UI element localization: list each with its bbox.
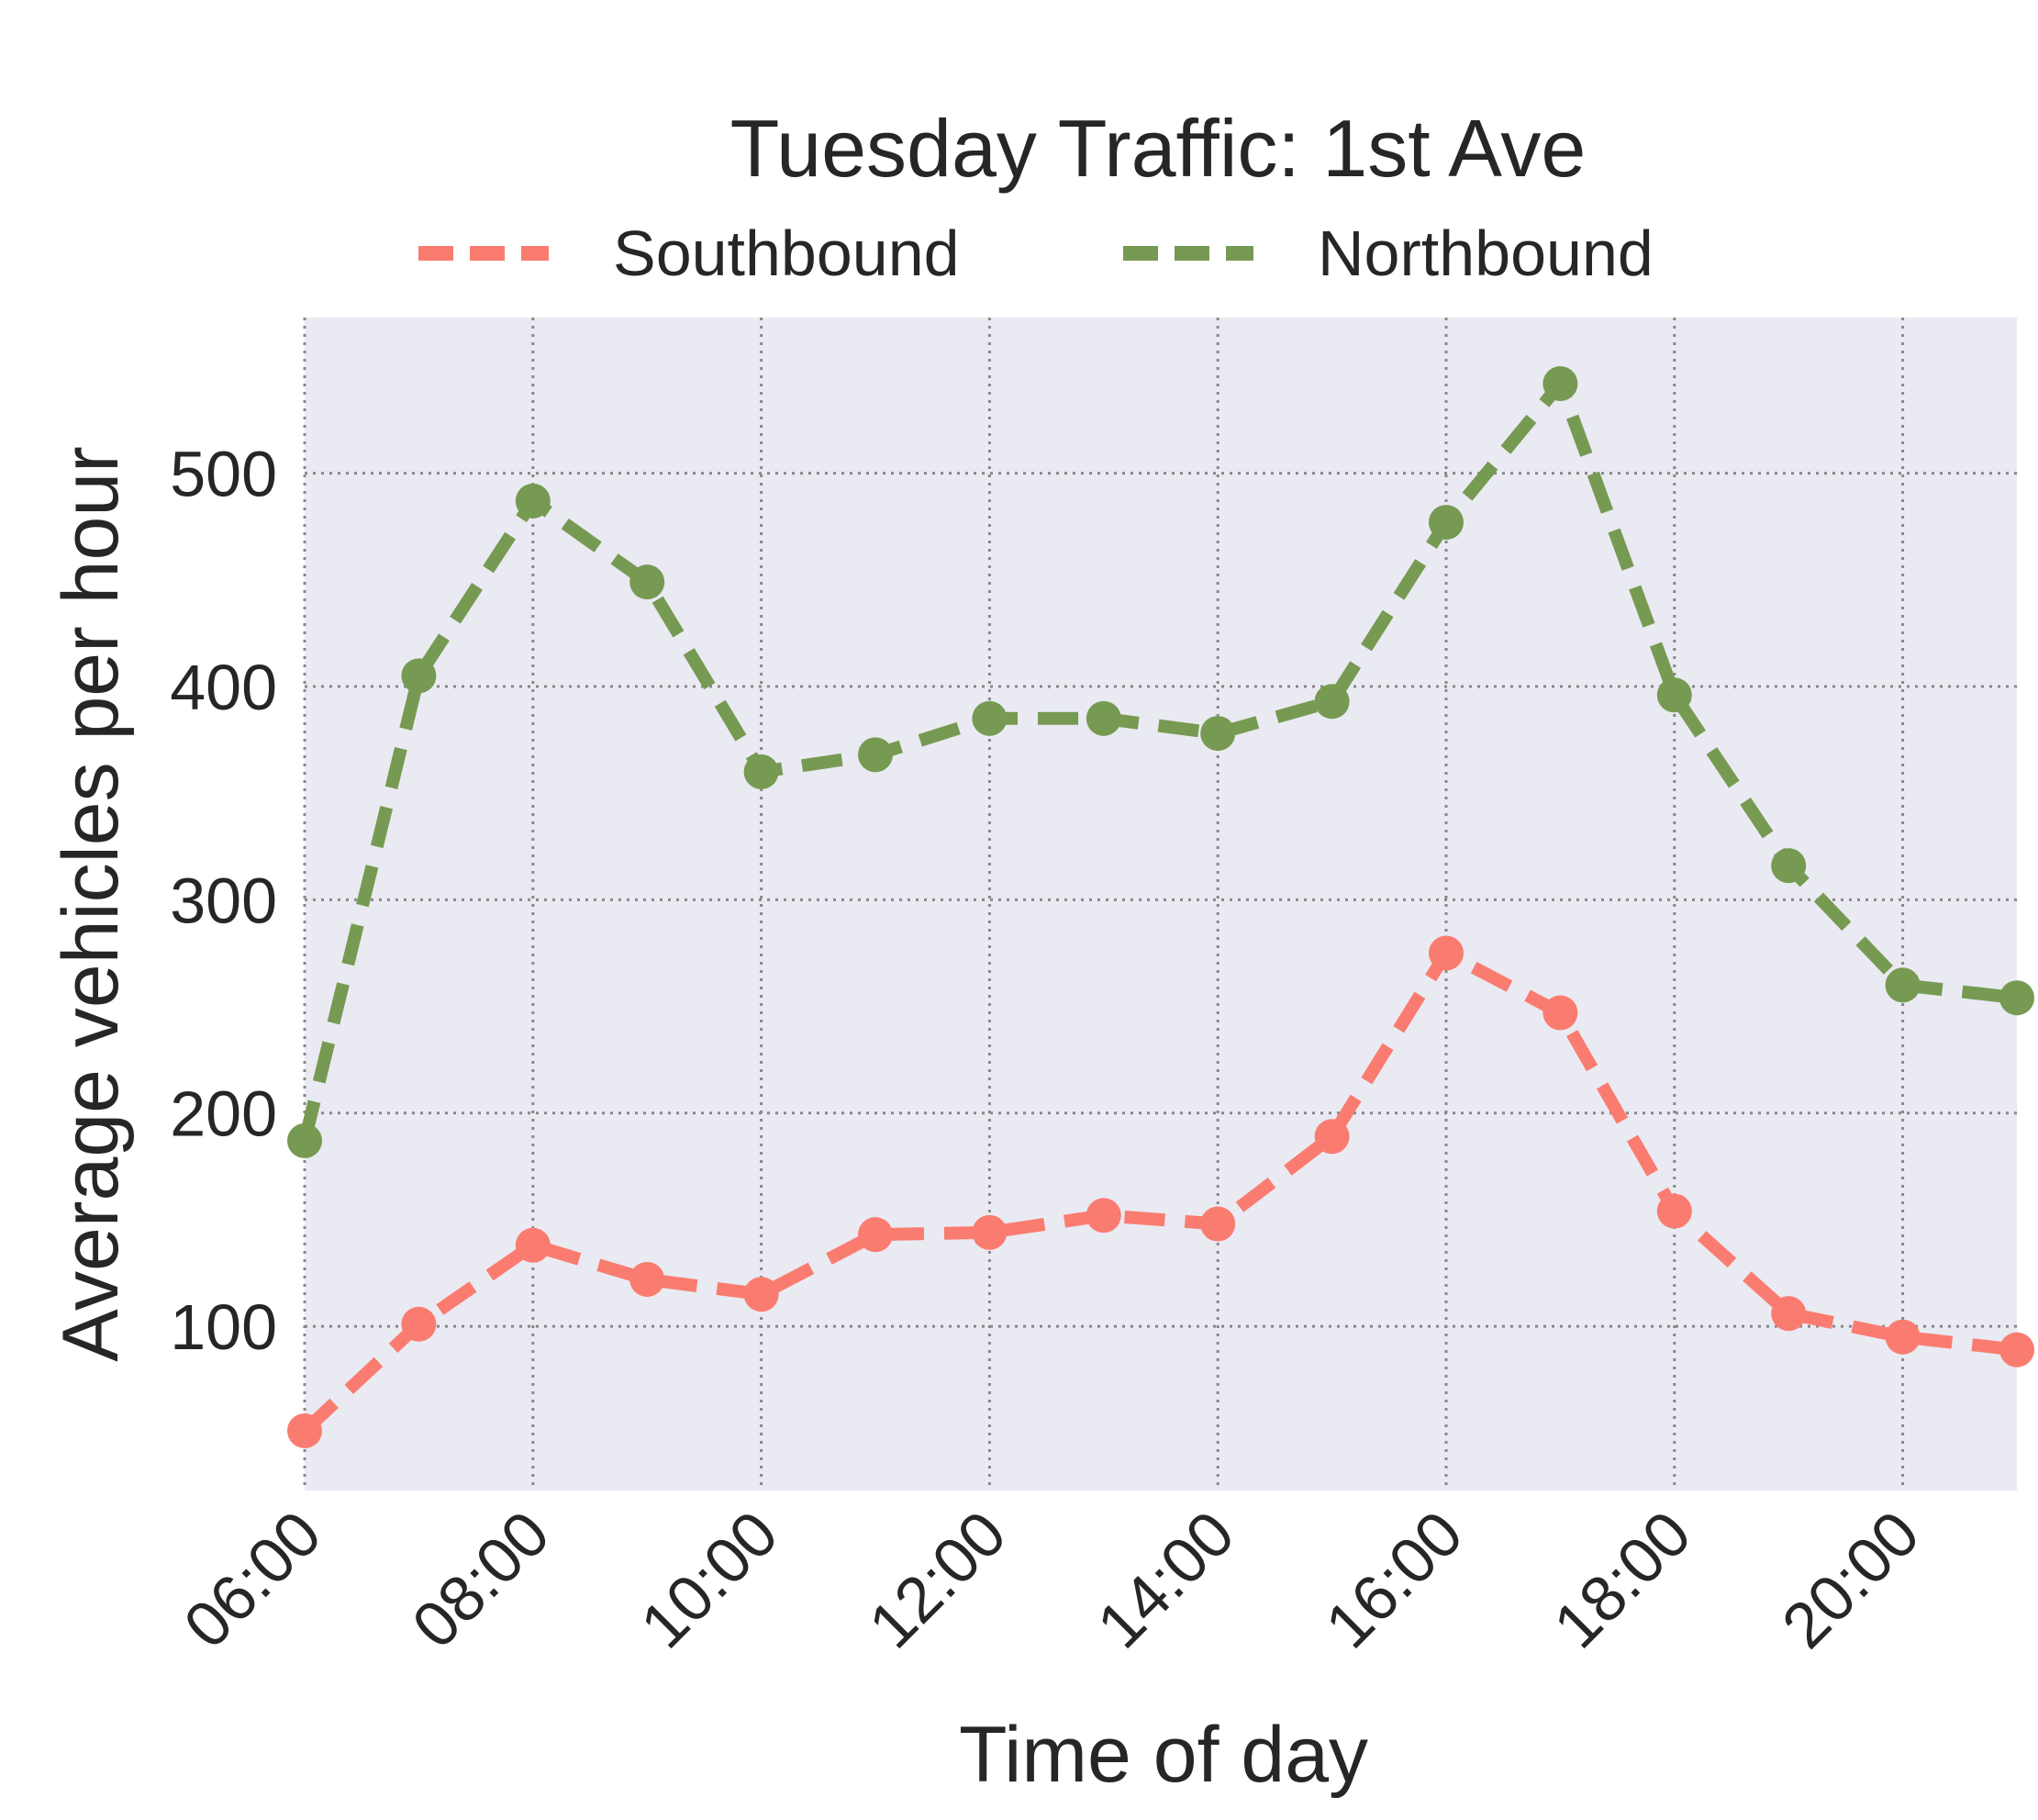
point-northbound-0900 bbox=[629, 564, 665, 600]
point-northbound-1000 bbox=[743, 754, 779, 789]
x-tick-label-1600: 16:00 bbox=[1312, 1497, 1476, 1661]
x-tick-label-1000: 10:00 bbox=[627, 1497, 791, 1661]
series-northbound bbox=[287, 366, 2034, 1158]
point-northbound-1900 bbox=[1771, 848, 1807, 884]
point-southbound-1500 bbox=[1314, 1119, 1350, 1155]
x-tick-label-1200: 12:00 bbox=[855, 1497, 1019, 1661]
point-southbound-1300 bbox=[1086, 1198, 1121, 1234]
x-tick-label-2000: 20:00 bbox=[1768, 1497, 1932, 1661]
point-northbound-1400 bbox=[1200, 716, 1236, 752]
point-northbound-1700 bbox=[1542, 366, 1578, 402]
point-northbound-1100 bbox=[858, 737, 893, 773]
point-southbound-1000 bbox=[743, 1277, 779, 1312]
point-southbound-1700 bbox=[1542, 995, 1578, 1031]
legend-item-northbound: Northbound bbox=[1123, 218, 1654, 289]
series-southbound bbox=[287, 935, 2034, 1448]
point-southbound-1400 bbox=[1200, 1206, 1236, 1242]
legend-label-northbound: Northbound bbox=[1318, 218, 1654, 289]
y-tick-label-100: 100 bbox=[170, 1291, 277, 1363]
point-southbound-0800 bbox=[515, 1227, 551, 1263]
x-tick-label-0600: 06:00 bbox=[171, 1497, 335, 1661]
legend: Southbound Northbound bbox=[418, 218, 1654, 289]
point-southbound-2100 bbox=[1999, 1332, 2034, 1368]
point-southbound-1100 bbox=[858, 1217, 893, 1253]
point-southbound-0700 bbox=[401, 1306, 437, 1342]
y-tick-label-200: 200 bbox=[170, 1078, 277, 1150]
point-southbound-1600 bbox=[1429, 935, 1464, 971]
point-southbound-1800 bbox=[1656, 1193, 1692, 1229]
point-northbound-2100 bbox=[1999, 980, 2034, 1016]
grid-lines bbox=[303, 318, 2017, 1491]
legend-label-southbound: Southbound bbox=[613, 218, 960, 289]
y-axis-label: Average vehicles per hour bbox=[47, 446, 135, 1362]
point-northbound-1300 bbox=[1086, 700, 1121, 736]
x-tick-label-0800: 08:00 bbox=[398, 1497, 562, 1661]
y-tick-label-400: 400 bbox=[170, 652, 277, 723]
point-northbound-1200 bbox=[972, 700, 1008, 736]
point-southbound-1200 bbox=[972, 1214, 1008, 1250]
point-northbound-0700 bbox=[401, 658, 437, 694]
x-tick-label-1800: 18:00 bbox=[1540, 1497, 1704, 1661]
point-southbound-2000 bbox=[1885, 1319, 1921, 1355]
point-northbound-1500 bbox=[1314, 684, 1350, 720]
point-southbound-0900 bbox=[629, 1261, 665, 1297]
y-tick-label-300: 300 bbox=[170, 865, 277, 936]
series-line-northbound bbox=[298, 377, 2018, 1143]
point-northbound-2000 bbox=[1885, 967, 1921, 1003]
x-axis-label: Time of day bbox=[959, 1711, 1368, 1799]
point-northbound-1800 bbox=[1656, 677, 1692, 713]
plot-area bbox=[305, 318, 2017, 1491]
point-southbound-0600 bbox=[287, 1412, 322, 1448]
y-tick-label-500: 500 bbox=[170, 439, 277, 510]
y-tick-labels: 100 200 300 400 500 bbox=[170, 439, 277, 1363]
series-line-southbound bbox=[300, 946, 2018, 1436]
point-northbound-0600 bbox=[287, 1122, 322, 1158]
x-tick-label-1400: 14:00 bbox=[1084, 1497, 1248, 1661]
x-tick-labels: 06:00 08:00 10:00 12:00 14:00 16:00 18:00 20:00 bbox=[171, 1497, 1933, 1661]
series-layer bbox=[287, 366, 2034, 1448]
chart-title: Tuesday Traffic: 1st Ave bbox=[730, 103, 1587, 194]
point-northbound-0800 bbox=[515, 483, 551, 519]
point-northbound-1600 bbox=[1429, 505, 1464, 541]
legend-item-southbound: Southbound bbox=[418, 218, 960, 289]
point-southbound-1900 bbox=[1771, 1296, 1807, 1332]
